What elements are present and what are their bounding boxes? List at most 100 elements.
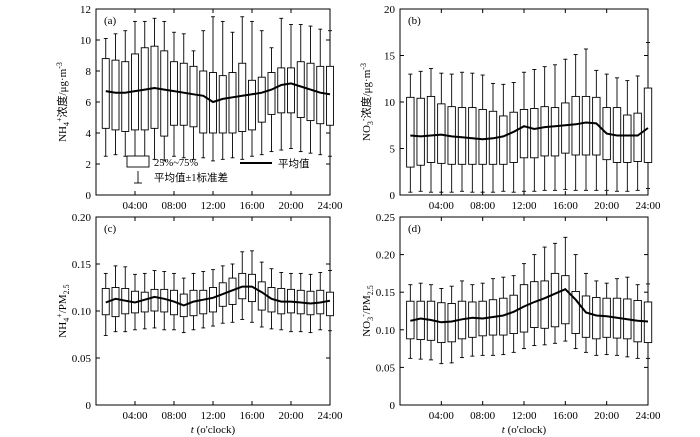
box	[406, 96, 415, 168]
panel-2: 0 0.05 0.10 0.15 0.20 04:00 08:00 12:00 16:00 20:…	[55, 212, 343, 436]
x-tick-label: 04:00	[122, 410, 148, 422]
x-tick-label: 08:00	[161, 200, 187, 212]
y-tick-label: 0	[86, 190, 92, 202]
x-tick-label: 24:00	[317, 410, 343, 422]
box	[499, 115, 508, 165]
y-axis-label-part: 2.5	[62, 284, 71, 294]
box	[602, 297, 611, 338]
y-axis-label-part: 3	[366, 317, 375, 321]
box	[150, 288, 159, 312]
box	[257, 281, 266, 311]
y-axis-label-part: 4	[62, 318, 71, 322]
x-tick-label: 12:00	[511, 410, 537, 422]
x-tick-label: 24:00	[635, 410, 661, 422]
y-tick-label: 0	[390, 400, 396, 412]
box	[540, 280, 549, 329]
box	[561, 275, 570, 325]
y-tick-label: 0.20	[72, 212, 92, 224]
y-axis-label-part: -	[359, 314, 368, 317]
y-axis-label-part: NO	[361, 321, 373, 337]
x-tick-label: 08:00	[470, 200, 496, 212]
panel-0: 0 2 4 6 8 10 12 04:00 08:00 12:00 16:00 20:00 24:00 (…	[55, 4, 343, 212]
x-tick-label: 08:00	[161, 410, 187, 422]
y-axis-label-part: /PM	[361, 295, 373, 314]
y-axis-label-part: NO	[361, 125, 373, 141]
y-tick-label: 0.05	[72, 353, 92, 365]
box	[326, 291, 334, 317]
box	[228, 72, 237, 134]
panel-label: (c)	[104, 223, 117, 235]
y-axis-label-part: -3	[55, 62, 64, 69]
box	[111, 59, 120, 131]
y-axis-label-part: /PM	[57, 294, 69, 313]
y-axis-label: NH4+/PM2.5	[55, 284, 71, 337]
x-tick-label: 24:00	[317, 200, 343, 212]
box	[581, 295, 591, 338]
box	[540, 106, 549, 157]
y-tick-label: 0	[390, 190, 396, 202]
box	[199, 70, 208, 134]
x-tick-label: 12:00	[200, 200, 226, 212]
panel-label: (d)	[408, 223, 421, 235]
box	[509, 111, 518, 163]
x-tick-label: 16:00	[553, 410, 579, 422]
legend: 25%~75% 平均值±1标准差 平均值	[126, 155, 310, 184]
box	[643, 87, 653, 163]
box	[571, 95, 580, 156]
box	[160, 288, 169, 313]
y-axis-label-part: -3	[359, 63, 368, 70]
mean-line	[105, 285, 331, 307]
y-tick-label: 4	[86, 128, 92, 140]
x-tick-label: 16:00	[239, 410, 265, 422]
box	[199, 289, 208, 315]
box	[468, 107, 477, 165]
box	[530, 281, 539, 328]
y-axis-label-part: 4	[62, 122, 71, 126]
x-tick-label: 20:00	[278, 410, 304, 422]
box	[530, 108, 539, 159]
box	[457, 107, 467, 165]
x-tick-label: 20:00	[594, 200, 620, 212]
y-axis-label: NO3-浓度/μg·m-3	[359, 63, 375, 141]
y-tick-label: 8	[86, 66, 92, 78]
y-tick-label: 0.25	[376, 212, 396, 224]
y-tick-label: 0.10	[72, 306, 92, 318]
legend-box-swatch	[126, 155, 150, 168]
y-tick-label: 0.15	[72, 259, 92, 271]
y-axis-label-part: 浓度/μg·m	[55, 68, 69, 117]
y-tick-label: 12	[80, 4, 91, 16]
x-axis-label: t (o'clock)	[502, 424, 547, 436]
box	[468, 301, 477, 338]
y-axis-label-part: NH	[57, 322, 69, 338]
box	[326, 65, 334, 126]
y-tick-label: 0.05	[376, 362, 396, 374]
y-tick-label: 0.20	[376, 250, 396, 262]
legend-box-label: 25%~75%	[154, 158, 198, 169]
y-tick-label: 0.15	[376, 287, 396, 299]
y-axis-label-part: 3	[366, 121, 375, 125]
x-tick-label: 20:00	[278, 200, 304, 212]
x-tick-label: 24:00	[635, 200, 661, 212]
y-axis-label-part: 2.5	[366, 285, 375, 295]
mean-line	[410, 121, 649, 141]
box	[257, 76, 266, 123]
x-tick-label: 04:00	[429, 200, 455, 212]
x-tick-label: 12:00	[511, 200, 537, 212]
y-axis-label-part: 浓度/μg·m	[359, 69, 373, 118]
y-tick-label: 5	[390, 144, 396, 156]
y-axis-label: NO3-/PM2.5	[359, 285, 375, 337]
box	[550, 107, 560, 157]
box	[238, 62, 247, 132]
box	[509, 294, 518, 335]
box	[160, 50, 169, 137]
box	[643, 301, 653, 344]
box	[592, 297, 601, 340]
box	[218, 75, 227, 134]
box	[277, 67, 286, 114]
box	[111, 287, 120, 318]
mean-line	[410, 288, 649, 324]
box	[633, 112, 642, 162]
box	[306, 62, 315, 122]
box	[140, 291, 149, 313]
